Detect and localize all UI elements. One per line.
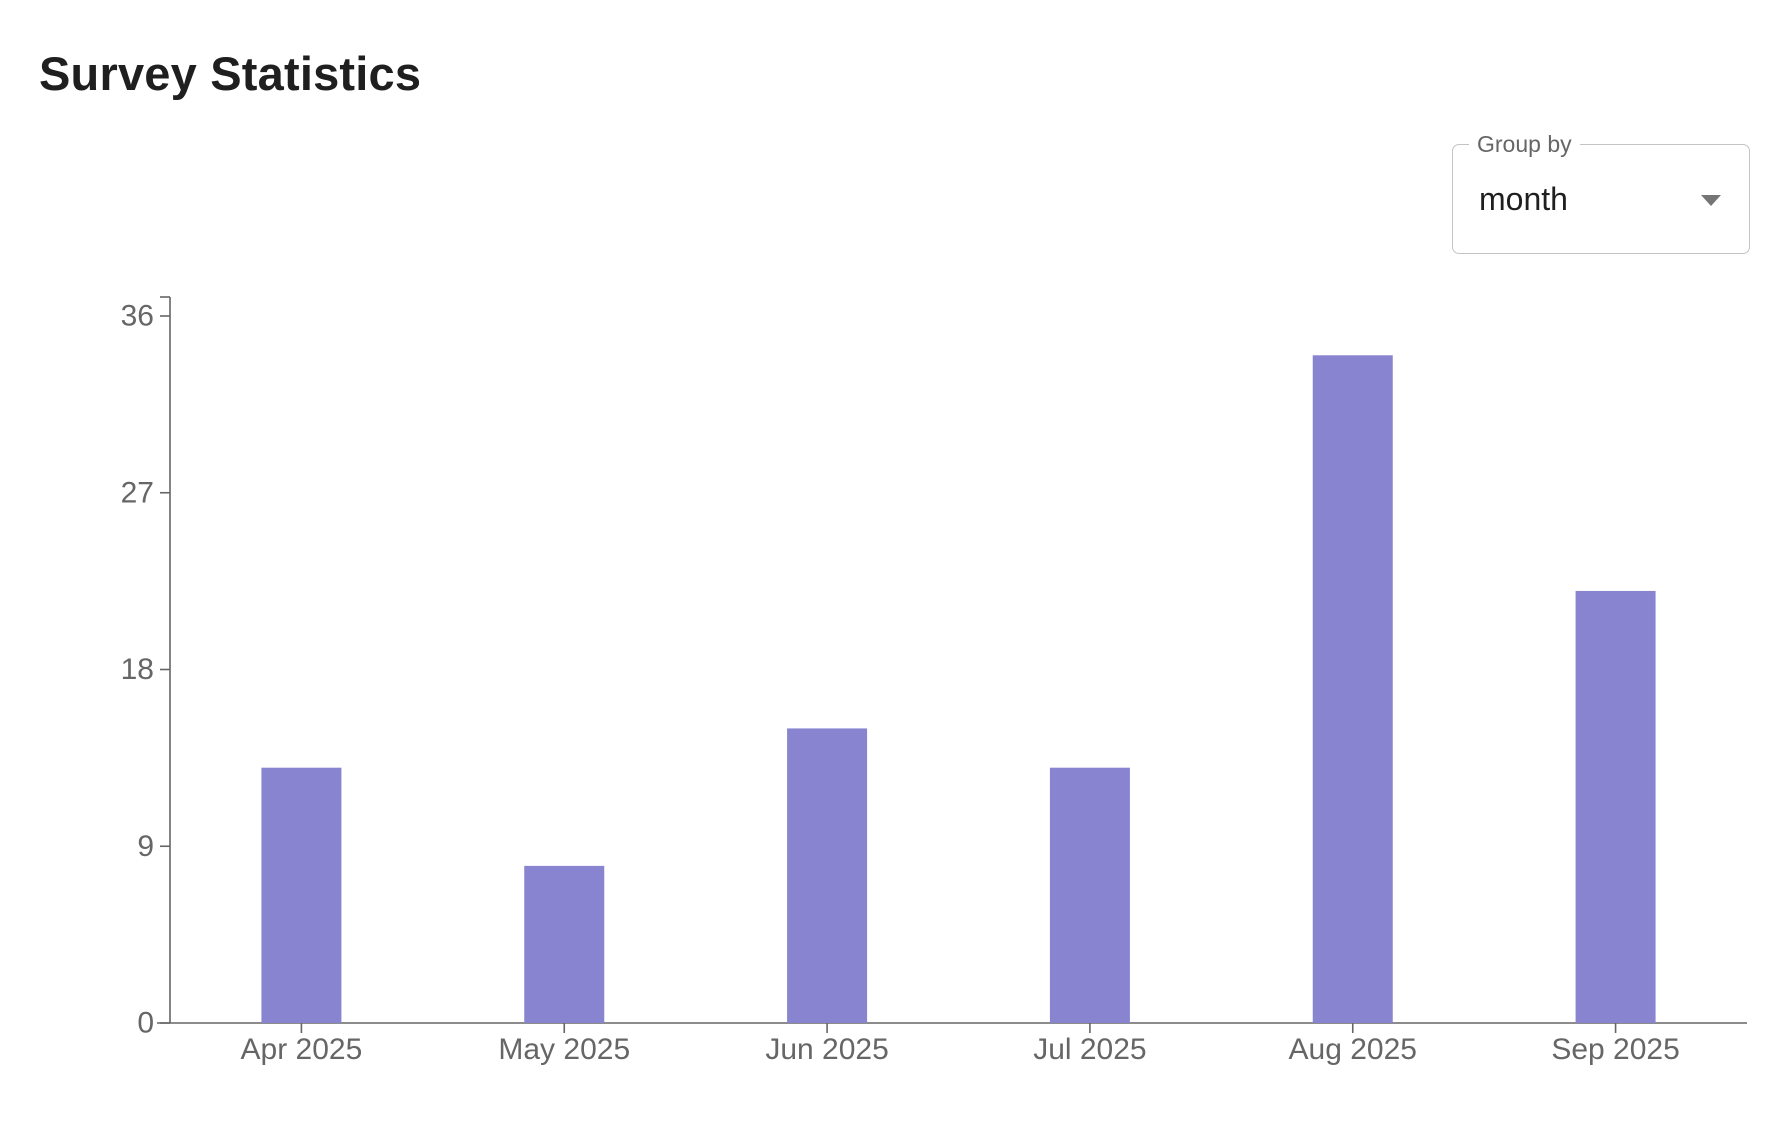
bar-series — [261, 355, 1656, 1023]
y-axis: 0 9 18 27 36 — [121, 296, 171, 1040]
bar[interactable] — [261, 767, 342, 1023]
y-tick-label: 9 — [137, 830, 154, 863]
x-tick-label: Sep 2025 — [1551, 1033, 1679, 1066]
bar[interactable] — [787, 728, 868, 1023]
group-by-label: Group by — [1469, 128, 1580, 160]
group-by-value: month — [1479, 181, 1568, 217]
x-tick-label: May 2025 — [498, 1033, 630, 1066]
bar[interactable] — [524, 865, 605, 1023]
y-tick-label: 18 — [121, 653, 154, 686]
bar[interactable] — [1049, 767, 1130, 1023]
bar[interactable] — [1312, 355, 1393, 1023]
x-tick-label: Jul 2025 — [1033, 1033, 1146, 1066]
x-tick-label: Aug 2025 — [1289, 1033, 1417, 1066]
bar[interactable] — [1575, 590, 1656, 1023]
y-tick-label: 0 — [137, 1007, 154, 1040]
page-title: Survey Statistics — [39, 47, 422, 100]
group-by-select[interactable]: Group by month — [1452, 128, 1750, 254]
chevron-down-icon[interactable] — [1701, 195, 1721, 206]
x-tick-label: Jun 2025 — [765, 1033, 888, 1066]
x-axis: Apr 2025 May 2025 Jun 2025 Jul 2025 Aug 2025… — [157, 1022, 1747, 1066]
y-tick-label: 36 — [121, 300, 154, 333]
x-tick-label: Apr 2025 — [241, 1033, 363, 1066]
y-tick-label: 27 — [121, 476, 154, 509]
